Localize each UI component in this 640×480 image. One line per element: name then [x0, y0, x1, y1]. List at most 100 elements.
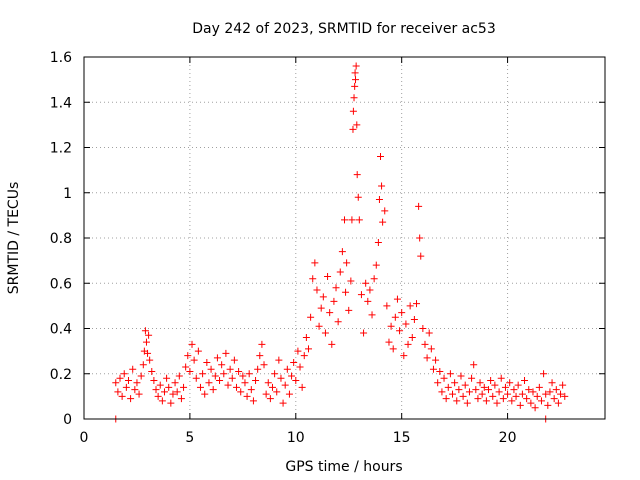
data-point — [196, 383, 204, 391]
data-point — [302, 334, 310, 342]
data-point — [319, 293, 327, 301]
x-tick-label: 5 — [185, 430, 194, 446]
x-axis-label: GPS time / hours — [285, 459, 402, 475]
data-point — [186, 367, 194, 375]
data-point — [211, 372, 219, 380]
data-point — [444, 383, 452, 391]
data-point — [199, 370, 207, 378]
data-point — [292, 377, 300, 385]
data-point — [341, 216, 348, 224]
data-point — [351, 82, 359, 90]
data-point — [383, 302, 391, 310]
data-point — [457, 372, 465, 380]
data-point — [396, 327, 404, 335]
data-point — [146, 356, 154, 364]
data-point — [311, 259, 319, 267]
data-point — [169, 390, 177, 398]
data-point — [352, 62, 360, 70]
data-point — [470, 361, 478, 369]
data-point — [273, 388, 281, 396]
data-point — [156, 381, 164, 389]
data-point — [152, 386, 160, 394]
grid-lines — [84, 57, 605, 419]
data-points — [112, 62, 569, 423]
data-point — [262, 390, 270, 398]
data-point — [531, 404, 539, 412]
data-point — [163, 374, 171, 382]
data-point — [190, 356, 198, 364]
data-point — [512, 392, 520, 400]
data-point — [436, 367, 444, 375]
data-point — [180, 383, 188, 391]
data-point — [463, 399, 471, 407]
data-point — [501, 383, 509, 391]
data-point — [154, 392, 162, 400]
data-point — [455, 386, 463, 394]
data-point — [535, 383, 543, 391]
data-point — [364, 297, 372, 305]
data-point — [133, 379, 141, 387]
data-point — [203, 358, 211, 366]
data-point — [548, 379, 556, 387]
data-point — [552, 386, 560, 394]
x-tick-label: 20 — [499, 430, 517, 446]
data-point — [298, 383, 306, 391]
data-point — [375, 196, 383, 204]
data-point — [442, 395, 450, 403]
data-point — [546, 388, 554, 396]
data-point — [529, 388, 537, 396]
data-point — [453, 397, 461, 405]
data-point — [220, 370, 228, 378]
data-point — [427, 345, 435, 353]
data-point — [368, 311, 376, 319]
data-point — [120, 370, 128, 378]
y-tick-label: 0.4 — [50, 322, 72, 338]
data-point — [283, 365, 291, 373]
data-point — [379, 218, 387, 226]
data-point — [410, 315, 418, 323]
data-point — [207, 365, 215, 373]
data-point — [313, 286, 321, 294]
data-point — [258, 340, 266, 348]
data-point — [114, 388, 122, 396]
data-point — [141, 327, 149, 335]
data-point — [294, 347, 302, 355]
data-point — [194, 347, 202, 355]
data-point — [355, 216, 363, 224]
data-point — [230, 356, 238, 364]
data-point — [425, 329, 433, 337]
data-point — [131, 386, 139, 394]
data-point — [362, 279, 370, 287]
data-point — [254, 365, 262, 373]
data-point — [228, 374, 236, 382]
data-point — [347, 277, 355, 285]
y-tick-label: 1 — [63, 186, 72, 202]
data-point — [438, 388, 446, 396]
data-point — [338, 248, 346, 256]
data-point — [148, 367, 156, 375]
data-point — [523, 395, 531, 403]
data-point — [451, 379, 459, 387]
data-point — [510, 386, 518, 394]
data-point — [351, 69, 359, 77]
data-point — [142, 338, 150, 346]
data-point — [402, 320, 410, 328]
x-tick-label: 15 — [393, 430, 411, 446]
data-point — [218, 361, 226, 369]
y-tick-label: 1.4 — [50, 95, 72, 111]
data-point — [391, 313, 399, 321]
data-point — [537, 397, 545, 405]
data-point — [116, 374, 124, 382]
y-tick-label: 0.6 — [50, 276, 72, 292]
data-point — [518, 390, 526, 398]
data-point — [342, 288, 350, 296]
data-point — [459, 392, 467, 400]
data-point — [482, 397, 490, 405]
data-point — [321, 329, 329, 337]
data-point — [408, 334, 416, 342]
data-point — [429, 365, 437, 373]
data-point — [504, 390, 512, 398]
data-point — [232, 383, 240, 391]
axis-ticks — [83, 56, 605, 420]
